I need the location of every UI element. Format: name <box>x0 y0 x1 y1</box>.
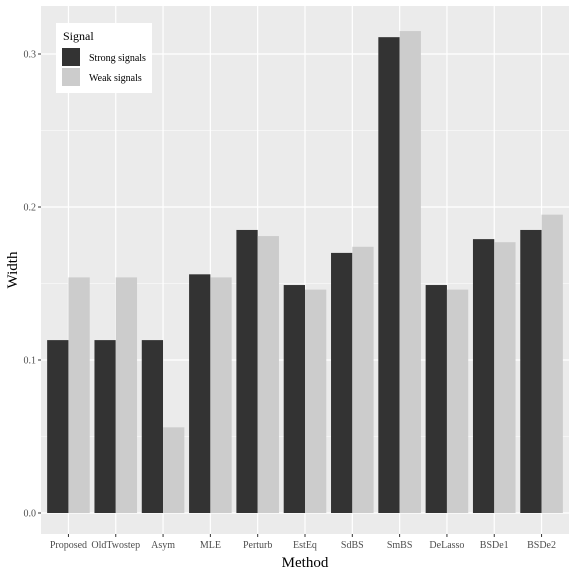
y-axis-ticks: 0.0 0.1 0.2 0.3 <box>24 50 41 520</box>
bar-strong-signals <box>283 285 305 513</box>
bar-weak-signals <box>257 236 279 513</box>
x-tick-label: SmBS <box>387 540 413 551</box>
bar-weak-signals <box>210 277 232 513</box>
bar-strong-signals <box>520 229 542 513</box>
y-axis-title: Width <box>5 251 21 288</box>
y-tick-label: 0.3 <box>24 50 37 61</box>
legend-label-strong-signals: Strong signals <box>89 53 146 64</box>
legend-key-strong-signals <box>62 48 80 66</box>
bar-weak-signals <box>446 289 469 513</box>
y-tick-label: 0.1 <box>24 356 37 367</box>
bar-strong-signals <box>189 274 211 513</box>
x-tick-label: SdBS <box>341 540 364 551</box>
bar-strong-signals <box>331 252 353 513</box>
bar-weak-signals <box>352 246 374 513</box>
x-tick-label: Asym <box>151 540 175 551</box>
bar-strong-signals <box>141 340 164 513</box>
bar-weak-signals <box>494 242 516 513</box>
bar-weak-signals <box>115 277 138 513</box>
legend-label-weak-signals: Weak signals <box>89 73 142 84</box>
x-tick-label: BSDe1 <box>480 540 509 551</box>
x-tick-label: DeLasso <box>429 540 464 551</box>
bar-weak-signals <box>68 277 90 513</box>
bar-weak-signals <box>541 214 563 513</box>
bar-weak-signals <box>399 31 421 514</box>
bar-weak-signals <box>305 289 327 513</box>
legend-key-weak-signals <box>62 68 80 86</box>
x-axis-title: Method <box>282 555 329 571</box>
bar-strong-signals <box>472 239 495 513</box>
bar-strong-signals <box>378 37 400 514</box>
x-tick-label: Proposed <box>50 540 87 551</box>
legend-title: Signal <box>63 29 94 43</box>
bar-strong-signals <box>94 340 116 513</box>
x-tick-label: EstEq <box>293 540 317 551</box>
x-tick-label: Perturb <box>243 540 272 551</box>
x-tick-label: BSDe2 <box>527 540 556 551</box>
bar-strong-signals <box>236 229 258 513</box>
legend: Signal Strong signals Weak signals <box>56 23 152 93</box>
x-tick-label: OldTwostep <box>91 540 140 551</box>
bars <box>47 31 563 514</box>
y-tick-label: 0.0 <box>24 509 37 520</box>
bar-strong-signals <box>47 340 69 513</box>
x-tick-label: MLE <box>200 540 221 551</box>
bar-weak-signals <box>163 427 185 513</box>
y-tick-label: 0.2 <box>24 203 37 214</box>
bar-strong-signals <box>425 285 447 513</box>
x-axis-ticks: Proposed OldTwostep Asym MLE Perturb EstEq SdB… <box>50 534 556 551</box>
